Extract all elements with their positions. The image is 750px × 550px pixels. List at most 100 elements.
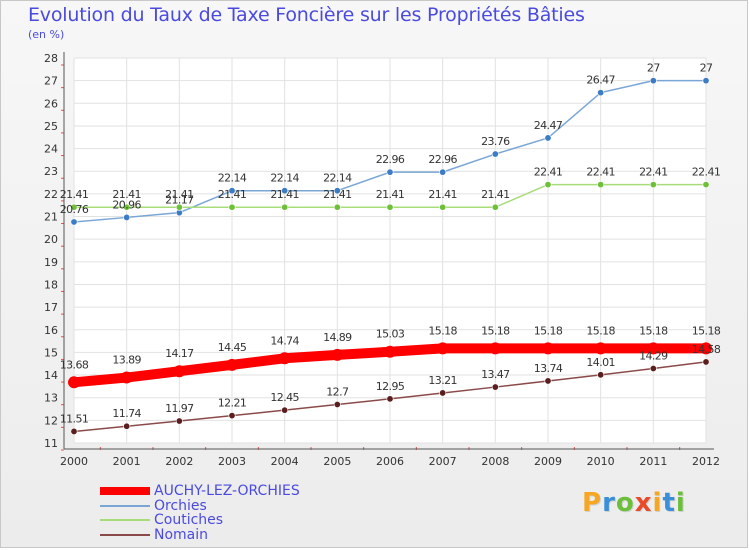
data-label: 21.41 bbox=[323, 188, 352, 201]
data-label: 12.45 bbox=[270, 391, 299, 404]
data-point bbox=[70, 427, 78, 435]
legend-item-orchies: Orchies bbox=[100, 498, 300, 514]
data-point bbox=[386, 395, 394, 403]
chart-subtitle: (en %) bbox=[28, 28, 65, 41]
data-point bbox=[331, 348, 344, 361]
x-tick-label: 2006 bbox=[376, 455, 404, 468]
data-label: 11.74 bbox=[112, 407, 141, 420]
data-point bbox=[702, 358, 710, 366]
x-tick-label: 2005 bbox=[323, 455, 351, 468]
data-point bbox=[594, 342, 607, 355]
data-label: 22.14 bbox=[270, 172, 299, 185]
data-point bbox=[228, 187, 236, 195]
data-label: 21.41 bbox=[165, 188, 194, 201]
data-label: 13.89 bbox=[112, 354, 141, 367]
x-tick-label: 2007 bbox=[429, 455, 457, 468]
data-point bbox=[489, 342, 502, 355]
logo-letter: i bbox=[675, 488, 686, 518]
data-point bbox=[542, 342, 554, 355]
x-tick-label: 2002 bbox=[165, 455, 193, 468]
data-label: 12.21 bbox=[218, 397, 247, 410]
data-point bbox=[544, 181, 552, 189]
legend-swatch-coutiches bbox=[100, 519, 150, 522]
data-label: 22.14 bbox=[218, 172, 247, 185]
legend-item-auchy: AUCHY-LEZ-ORCHIES bbox=[100, 484, 300, 499]
x-tick-label: 2012 bbox=[692, 455, 720, 468]
logo-letter: P bbox=[582, 488, 603, 518]
y-tick-label: 24 bbox=[44, 143, 58, 156]
x-tick-label: 2003 bbox=[218, 455, 246, 468]
series-layer bbox=[68, 77, 712, 435]
legend: AUCHY-LEZ-ORCHIES Orchies Coutiches Noma… bbox=[100, 484, 300, 542]
y-tick-label: 12 bbox=[44, 414, 58, 427]
data-point bbox=[175, 203, 183, 211]
axes: 11 12 13 14 15 16 17 18 19 20 21 22 23 24 25 26 27 28 2000… bbox=[44, 52, 720, 468]
legend-label-auchy: AUCHY-LEZ-ORCHIES bbox=[154, 483, 300, 499]
y-tick-label: 11 bbox=[44, 437, 58, 450]
data-label: 14.58 bbox=[692, 343, 721, 356]
data-point bbox=[333, 400, 341, 408]
data-point bbox=[702, 181, 710, 189]
data-point bbox=[123, 422, 131, 430]
data-point bbox=[228, 203, 236, 211]
data-point bbox=[384, 345, 396, 358]
legend-swatch-auchy bbox=[100, 487, 150, 496]
data-label: 15.18 bbox=[692, 324, 721, 337]
data-label: 21.41 bbox=[481, 188, 510, 201]
data-label: 12.95 bbox=[376, 380, 405, 393]
y-tick-label: 20 bbox=[44, 233, 58, 246]
data-label: 14.17 bbox=[165, 347, 194, 360]
data-point bbox=[68, 376, 80, 389]
y-tick-label: 13 bbox=[44, 392, 58, 405]
data-point bbox=[281, 406, 289, 414]
data-label: 21.41 bbox=[112, 188, 141, 201]
data-label: 13.47 bbox=[481, 368, 510, 381]
data-label: 14.45 bbox=[218, 341, 247, 354]
data-label: 11.51 bbox=[60, 412, 89, 425]
data-label: 20.76 bbox=[60, 203, 89, 216]
logo-letter: i bbox=[652, 488, 663, 518]
y-tick-label: 17 bbox=[44, 301, 58, 314]
data-point bbox=[544, 134, 552, 142]
data-label: 11.97 bbox=[165, 402, 194, 415]
x-tick-label: 2011 bbox=[639, 455, 667, 468]
legend-swatch-orchies bbox=[100, 504, 150, 507]
y-tick-label: 23 bbox=[44, 165, 58, 178]
data-label: 22.41 bbox=[534, 166, 563, 179]
y-tick-label: 27 bbox=[44, 75, 58, 88]
data-point bbox=[333, 187, 341, 195]
data-point bbox=[647, 342, 660, 355]
proxiti-logo: Proxiti bbox=[582, 488, 686, 518]
data-point bbox=[70, 203, 78, 211]
data-point bbox=[123, 203, 131, 211]
data-point bbox=[175, 417, 183, 425]
data-label: 20.96 bbox=[112, 198, 141, 211]
data-label: 14.01 bbox=[586, 356, 615, 369]
data-label: 13.68 bbox=[60, 358, 89, 371]
data-point bbox=[702, 77, 710, 85]
data-point bbox=[436, 342, 449, 355]
data-label: 27 bbox=[700, 62, 713, 75]
data-point bbox=[597, 89, 605, 97]
data-point bbox=[278, 352, 291, 365]
data-label: 13.21 bbox=[428, 374, 457, 387]
data-label: 27 bbox=[647, 62, 660, 75]
legend-swatch-nomain bbox=[100, 533, 150, 536]
y-tick-label: 19 bbox=[44, 256, 58, 269]
data-label: 22.41 bbox=[692, 166, 721, 179]
y-tick-label: 26 bbox=[44, 97, 58, 110]
logo-letter: t bbox=[662, 488, 676, 518]
logo-letter: r bbox=[602, 488, 616, 518]
data-label: 14.89 bbox=[323, 331, 352, 344]
logo-letter: o bbox=[615, 488, 635, 518]
data-point bbox=[700, 342, 712, 355]
data-label: 22.96 bbox=[428, 153, 457, 166]
data-point bbox=[281, 187, 289, 195]
data-point bbox=[649, 364, 657, 372]
data-point bbox=[544, 377, 552, 385]
data-label: 15.18 bbox=[586, 324, 615, 337]
data-label: 21.41 bbox=[60, 188, 89, 201]
data-label: 21.41 bbox=[270, 188, 299, 201]
data-label: 22.41 bbox=[586, 166, 615, 179]
